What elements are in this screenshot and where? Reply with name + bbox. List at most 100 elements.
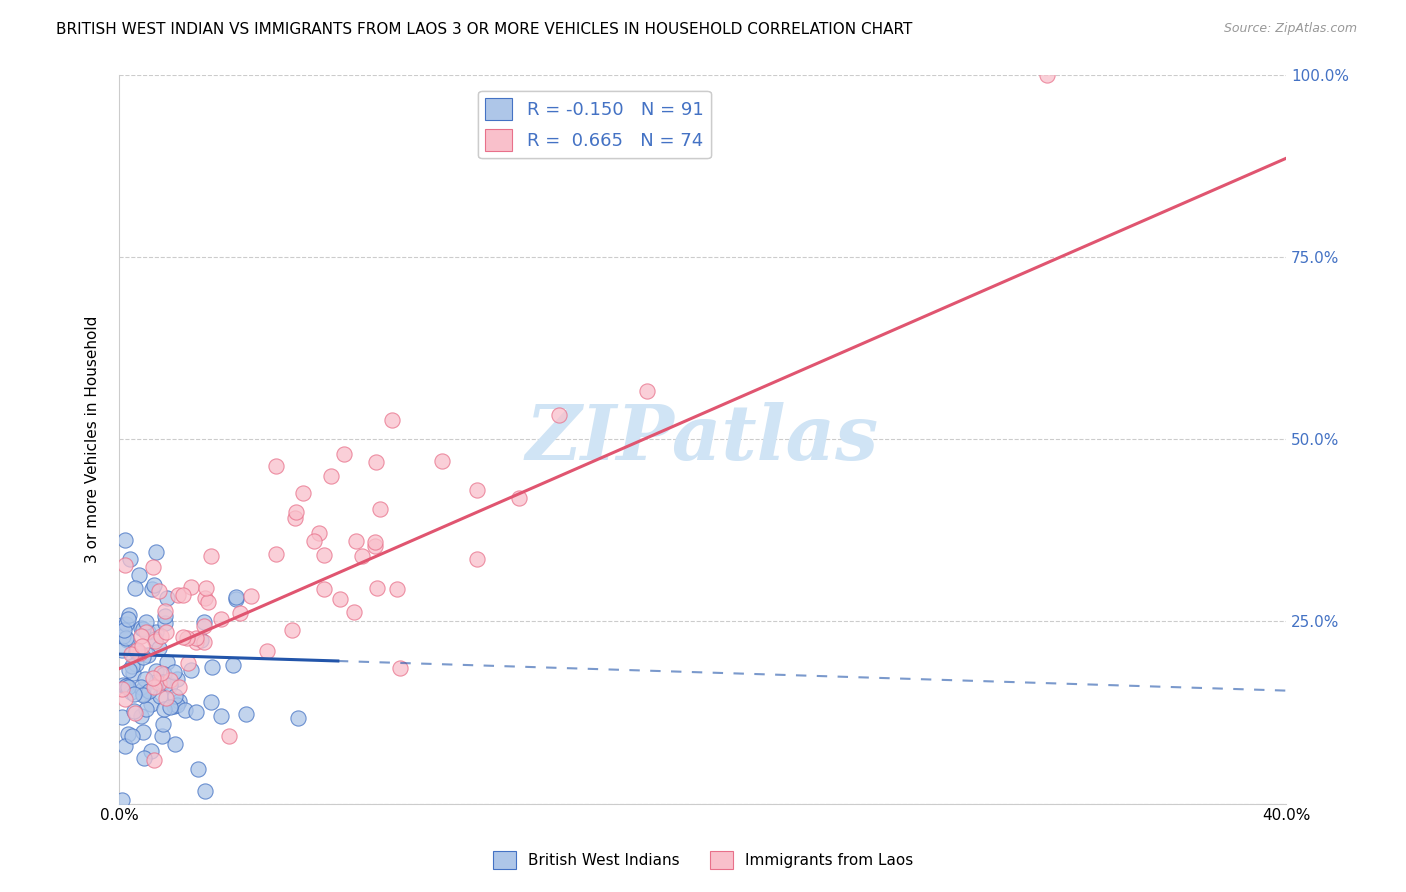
Point [211, 612, 233, 626]
Point [145, 545, 167, 559]
Point [166, 588, 188, 602]
Point [111, 617, 134, 632]
Point [117, 680, 139, 694]
Point [138, 625, 160, 640]
Point [193, 615, 215, 629]
Point [111, 643, 134, 657]
Point [143, 680, 166, 694]
Point [193, 619, 215, 633]
Point [138, 648, 160, 662]
Point [319, 469, 342, 483]
Point [186, 635, 208, 649]
Point [118, 552, 141, 566]
Point [145, 664, 167, 678]
Point [176, 631, 198, 645]
Point [112, 623, 135, 637]
Point [163, 699, 186, 714]
Point [124, 706, 146, 721]
Point [118, 607, 141, 622]
Legend: British West Indians, Immigrants from Laos: British West Indians, Immigrants from La… [486, 845, 920, 875]
Point [135, 702, 157, 716]
Point [115, 616, 138, 631]
Point [159, 673, 181, 687]
Point [138, 684, 160, 698]
Point [193, 635, 215, 649]
Point [117, 612, 139, 626]
Point [465, 483, 488, 498]
Point [281, 623, 304, 637]
Point [115, 632, 138, 647]
Point [177, 656, 200, 670]
Point [114, 679, 136, 693]
Point [122, 704, 145, 718]
Point [145, 674, 167, 689]
Point [132, 687, 155, 701]
Point [172, 630, 194, 644]
Point [156, 656, 179, 670]
Point [201, 660, 224, 674]
Point [117, 727, 139, 741]
Point [387, 582, 409, 597]
Point [637, 384, 659, 398]
Point [143, 633, 166, 648]
Point [159, 699, 181, 714]
Point [302, 533, 325, 548]
Y-axis label: 3 or more Vehicles in Household: 3 or more Vehicles in Household [86, 316, 100, 563]
Point [200, 549, 222, 564]
Point [225, 590, 247, 604]
Point [314, 582, 336, 596]
Point [187, 762, 209, 776]
Point [143, 632, 166, 646]
Point [111, 710, 134, 724]
Point [114, 739, 136, 753]
Point [132, 724, 155, 739]
Point [186, 631, 208, 645]
Point [150, 629, 173, 643]
Point [153, 604, 176, 618]
Point [166, 672, 188, 686]
Point [115, 679, 138, 693]
Point [153, 666, 176, 681]
Text: ZIPatlas: ZIPatlas [526, 402, 879, 476]
Point [132, 650, 155, 665]
Point [125, 657, 148, 671]
Point [128, 568, 150, 582]
Point [240, 589, 263, 603]
Point [163, 665, 186, 679]
Point [430, 454, 453, 468]
Point [200, 695, 222, 709]
Point [159, 678, 181, 692]
Point [125, 643, 148, 657]
Point [121, 729, 143, 743]
Point [172, 588, 194, 602]
Point [197, 595, 219, 609]
Point [131, 639, 153, 653]
Point [111, 629, 134, 643]
Point [194, 783, 217, 797]
Point [156, 591, 179, 606]
Point [129, 621, 152, 635]
Point [308, 526, 330, 541]
Point [225, 591, 247, 606]
Point [142, 671, 165, 685]
Point [118, 663, 141, 677]
Point [120, 647, 142, 661]
Point [153, 615, 176, 630]
Point [366, 582, 388, 596]
Point [121, 685, 143, 699]
Text: BRITISH WEST INDIAN VS IMMIGRANTS FROM LAOS 3 OR MORE VEHICLES IN HOUSEHOLD CORR: BRITISH WEST INDIAN VS IMMIGRANTS FROM L… [56, 22, 912, 37]
Point [344, 533, 367, 548]
Point [284, 506, 307, 520]
Point [155, 624, 177, 639]
Point [128, 646, 150, 660]
Point [132, 751, 155, 765]
Point [141, 582, 163, 597]
Point [364, 455, 387, 469]
Point [350, 549, 373, 563]
Point [111, 678, 134, 692]
Point [235, 707, 257, 722]
Point [508, 491, 530, 505]
Point [149, 666, 172, 681]
Point [135, 615, 157, 630]
Point [167, 694, 190, 708]
